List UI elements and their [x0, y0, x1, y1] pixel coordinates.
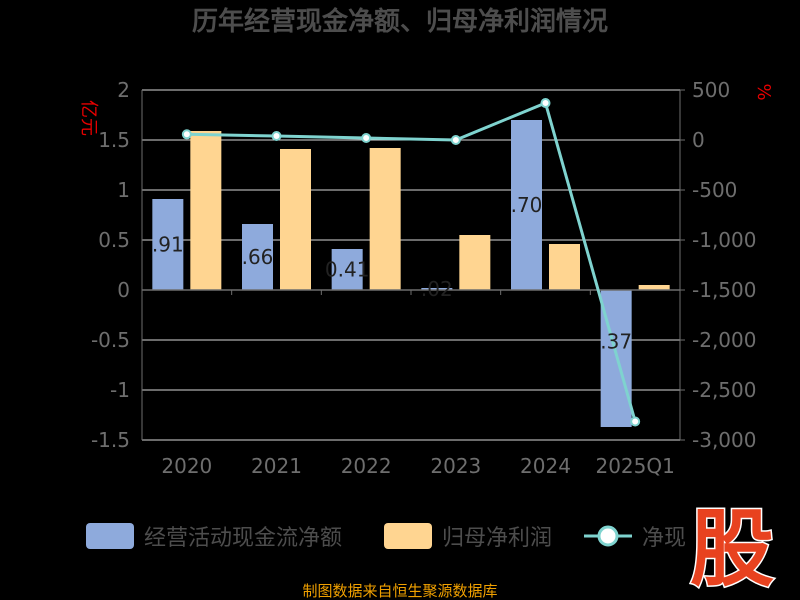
- cashflow-data-label: .02: [421, 277, 453, 301]
- right-tick-label: -500: [692, 178, 737, 202]
- right-tick-label: -1,500: [692, 278, 756, 302]
- grid-lines: [142, 89, 680, 441]
- net-profit-bar: [549, 244, 580, 290]
- x-tick-label: 2021: [251, 454, 302, 478]
- line-point: [630, 416, 641, 427]
- watermark-glyph: 股: [690, 500, 774, 598]
- left-tick-label: 1: [117, 178, 130, 202]
- net-profit-bar: [190, 131, 222, 290]
- left-tick-label: 0: [117, 278, 130, 302]
- left-tick-label: -1.5: [91, 428, 130, 452]
- legend-label-line[interactable]: 净现: [642, 526, 686, 551]
- left-tick-label: -0.5: [91, 328, 130, 352]
- right-axis-unit: %: [753, 83, 774, 100]
- x-tick-label: 2023: [430, 454, 481, 478]
- left-tick-label: 1.5: [98, 128, 130, 152]
- cashflow-data-label: .37: [600, 330, 632, 354]
- axes: 2 1.5 1 0.5 0 -0.5 -1 -1.5 500 0 -500 -1,000 -1,500 -…: [91, 78, 757, 478]
- right-tick-label: 500: [692, 78, 730, 102]
- net-profit-bar: [369, 148, 401, 290]
- data-labels: .91 .66 0.41 .02 .70 .37: [152, 193, 632, 354]
- net-profit-bar: [638, 285, 670, 290]
- line-path: [186, 100, 637, 422]
- cashflow-data-label: .91: [152, 233, 184, 257]
- line-point: [271, 131, 282, 141]
- x-tick-label: 2022: [341, 454, 392, 478]
- cashflow-bar: [331, 249, 363, 290]
- left-tick-label: 0.5: [98, 228, 130, 252]
- x-tick-label: 2025Q1: [595, 454, 674, 478]
- x-tick-label: 2020: [161, 454, 212, 478]
- right-tick-label: -2,500: [692, 378, 756, 402]
- net-profit-bar: [459, 235, 491, 290]
- left-tick-label: 2: [117, 78, 130, 102]
- watermark-logo: 股: [689, 499, 776, 600]
- line-point: [181, 129, 192, 140]
- source-note: 制图数据来自恒生聚源数据库: [302, 582, 497, 600]
- left-tick-label: -1: [110, 378, 130, 402]
- right-tick-label: -3,000: [692, 428, 756, 452]
- legend-marker-line: [597, 525, 619, 547]
- cashflow-bar: [242, 224, 273, 290]
- line-point: [361, 133, 372, 143]
- net-profit-bar: [280, 149, 311, 290]
- legend-swatch-net-profit: [384, 523, 432, 549]
- cashflow-bar: [421, 288, 453, 290]
- line-point: [540, 98, 551, 108]
- chart-title: 历年经营现金净额、归母净利润情况: [192, 6, 608, 37]
- cashflow-data-label: 0.41: [325, 258, 370, 282]
- right-tick-label: -2,000: [692, 328, 756, 352]
- cashflow-bar: [152, 199, 184, 290]
- x-tick-label: 2024: [520, 454, 571, 478]
- right-tick-label: 0: [692, 128, 705, 152]
- line-point: [450, 135, 461, 145]
- bars: [152, 120, 670, 427]
- cashflow-bar: [511, 120, 542, 290]
- legend-label-net-profit[interactable]: 归母净利润: [442, 526, 552, 551]
- right-tick-label: -1,000: [692, 228, 756, 252]
- cashflow-data-label: .70: [511, 193, 543, 217]
- left-axis-unit: 亿元: [78, 100, 99, 136]
- legend[interactable]: 经营活动现金流净额 归母净利润 净现: [86, 523, 686, 551]
- line-series: [181, 98, 641, 427]
- cashflow-data-label: .66: [242, 245, 274, 269]
- legend-label-cashflow[interactable]: 经营活动现金流净额: [144, 526, 342, 551]
- legend-swatch-cashflow: [86, 523, 134, 549]
